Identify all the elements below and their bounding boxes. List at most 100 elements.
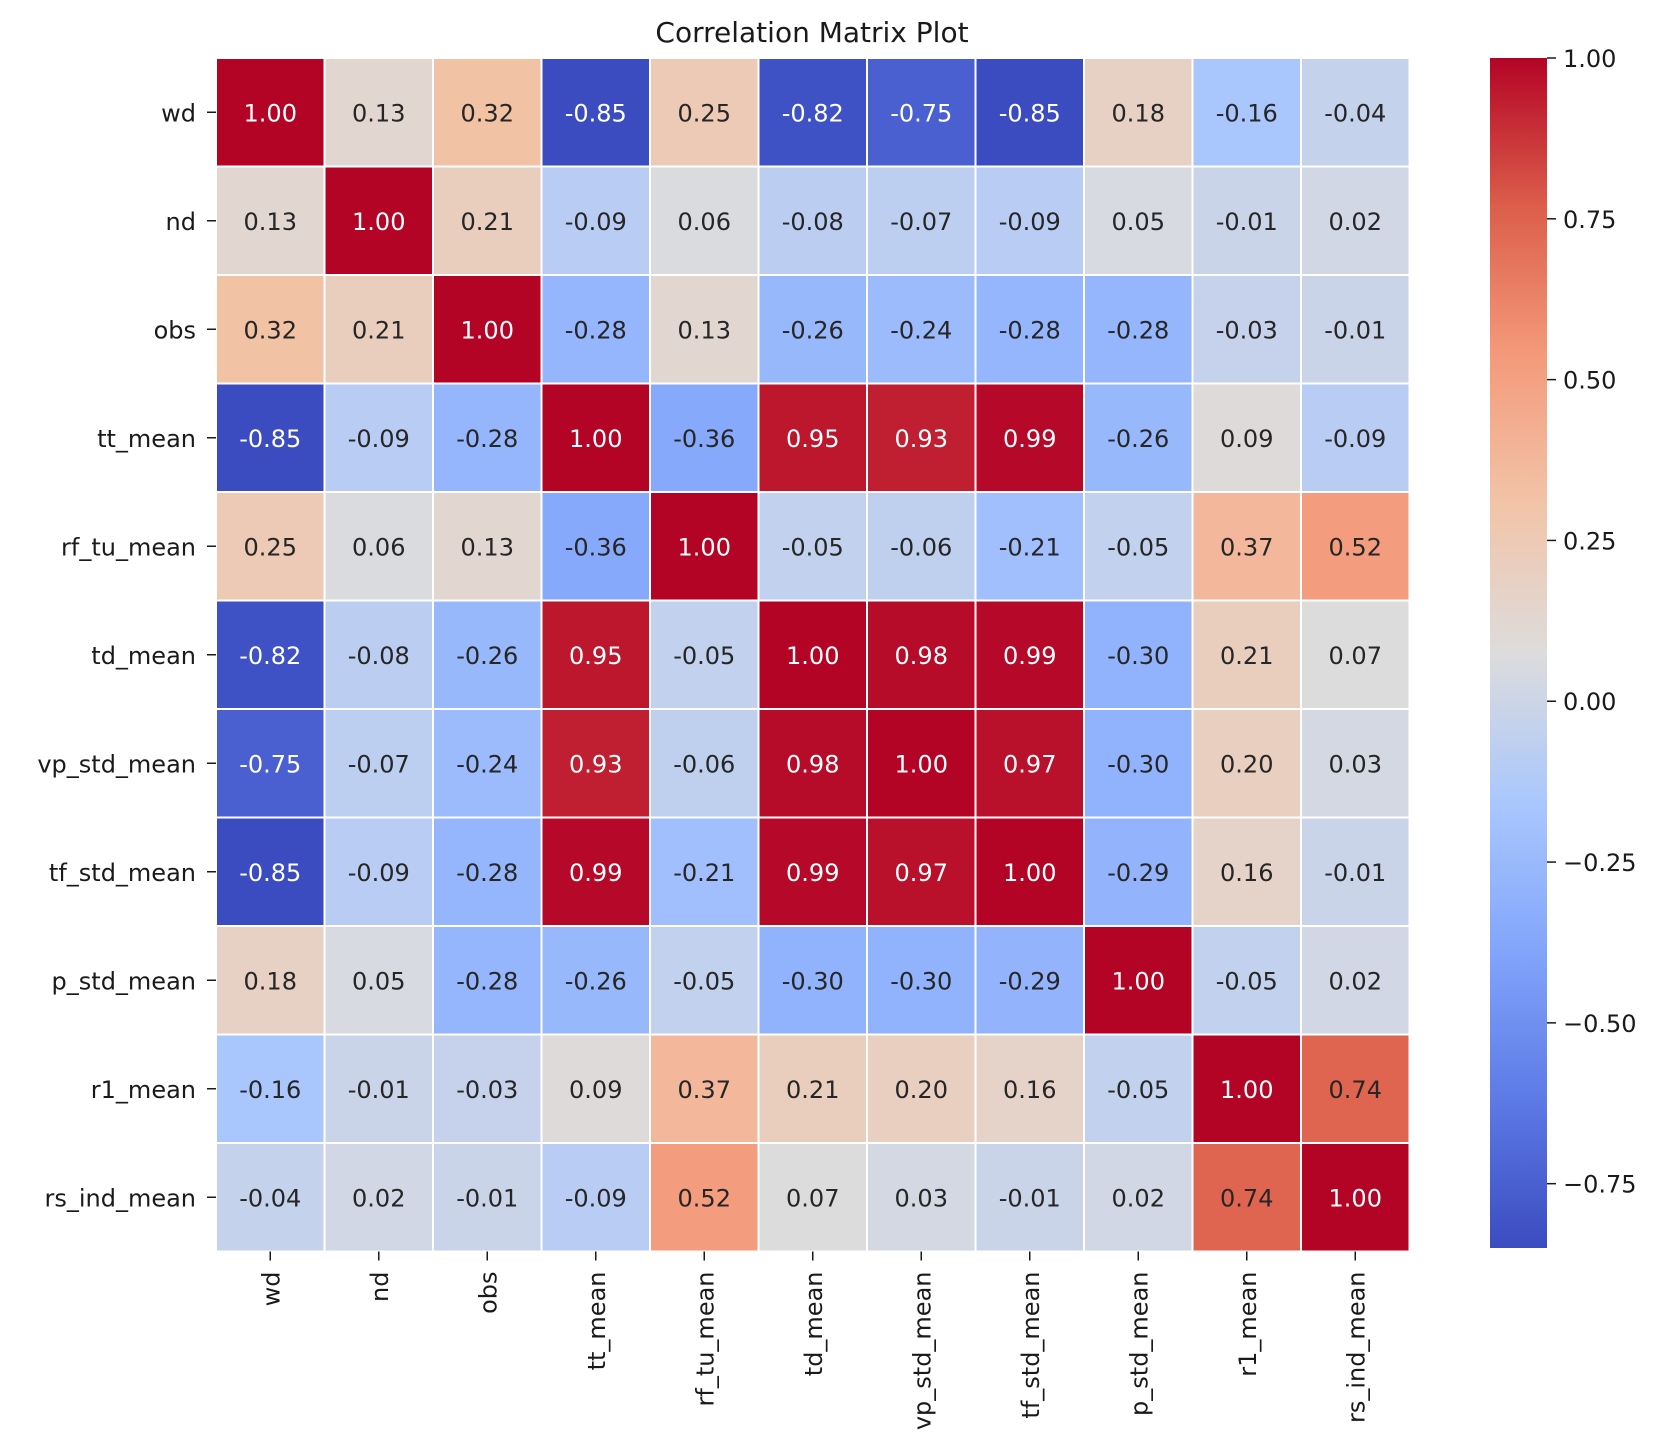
- heatmap-cell: [649, 274, 760, 385]
- heatmap-cell: [1083, 925, 1194, 1036]
- heatmap-cell: [540, 708, 651, 819]
- cell-value-label: 0.74: [1329, 1076, 1382, 1104]
- heatmap-cell: [1083, 491, 1194, 602]
- cell-value-label: 1.00: [244, 99, 297, 127]
- heatmap-cell: [866, 708, 977, 819]
- cell-value-label: -0.28: [456, 967, 518, 995]
- heatmap-cell: [757, 599, 868, 710]
- cell-value-label: -0.28: [565, 316, 627, 344]
- cell-value-label: 0.21: [1220, 642, 1273, 670]
- heatmap-cell: [649, 1142, 760, 1253]
- heatmap-cell: [323, 57, 434, 168]
- heatmap-cell: [1191, 57, 1302, 168]
- cell-value-label: -0.36: [673, 425, 735, 453]
- cell-value-label: 0.93: [569, 750, 622, 778]
- cell-value-label: 0.21: [461, 208, 514, 236]
- heatmap-cell: [323, 1142, 434, 1253]
- cell-value-label: 0.99: [786, 859, 839, 887]
- heatmap-cell: [1191, 925, 1302, 1036]
- heatmap-cell: [1300, 1033, 1411, 1144]
- colorbar-tick-label: −0.75: [1563, 1171, 1637, 1199]
- cell-value-label: 0.93: [895, 425, 948, 453]
- heatmap-cell: [974, 1033, 1085, 1144]
- heatmap-cell: [1083, 708, 1194, 819]
- cell-value-label: -0.26: [565, 967, 627, 995]
- cell-value-label: 0.25: [678, 99, 731, 127]
- heatmap-cell: [1300, 165, 1411, 276]
- cell-value-label: 1.00: [678, 533, 731, 561]
- cell-value-label: 0.74: [1220, 1184, 1273, 1212]
- cell-value-label: 1.00: [1112, 967, 1165, 995]
- cell-value-label: -0.28: [456, 859, 518, 887]
- cell-value-label: -0.05: [782, 533, 844, 561]
- cell-value-label: -0.85: [239, 859, 301, 887]
- cell-value-label: -0.01: [1216, 208, 1278, 236]
- heatmap-cell: [974, 708, 1085, 819]
- heatmap-cell: [1300, 274, 1411, 385]
- colorbar-tick-label: −0.50: [1563, 1010, 1637, 1038]
- heatmap-cell: [757, 708, 868, 819]
- heatmap-cell: [757, 382, 868, 493]
- cell-value-label: 0.98: [786, 750, 839, 778]
- heatmap-cell: [432, 708, 543, 819]
- cell-value-label: 0.99: [1003, 642, 1056, 670]
- heatmap-cell: [1300, 491, 1411, 602]
- cell-value-label: -0.85: [999, 99, 1061, 127]
- heatmap-cell: [1083, 599, 1194, 710]
- cell-value-label: 0.32: [461, 99, 514, 127]
- y-tick-label: vp_std_mean: [37, 750, 196, 778]
- cell-value-label: 0.37: [678, 1076, 731, 1104]
- cell-value-label: -0.01: [999, 1184, 1061, 1212]
- heatmap-cell: [649, 816, 760, 927]
- heatmap-cell: [866, 491, 977, 602]
- heatmap-cell: [1191, 816, 1302, 927]
- x-tick-label: wd: [257, 1272, 285, 1307]
- cell-value-label: 0.02: [1112, 1184, 1165, 1212]
- cell-value-label: -0.05: [673, 967, 735, 995]
- heatmap-cell: [1300, 599, 1411, 710]
- cell-value-label: -0.16: [239, 1076, 301, 1104]
- cell-value-label: 0.20: [1220, 750, 1273, 778]
- heatmap-cell: [215, 274, 326, 385]
- cell-value-label: -0.28: [1107, 316, 1169, 344]
- colorbar-tick-label: −0.25: [1563, 849, 1637, 877]
- heatmap-cell: [866, 274, 977, 385]
- cell-value-label: -0.24: [456, 750, 518, 778]
- cell-value-label: 0.18: [1112, 99, 1165, 127]
- heatmap-cell: [757, 165, 868, 276]
- heatmap-cell: [1300, 57, 1411, 168]
- cell-value-label: 0.06: [678, 208, 731, 236]
- x-tick-label: rs_ind_mean: [1342, 1272, 1370, 1424]
- heatmap-cell: [757, 816, 868, 927]
- heatmap-cell: [649, 1033, 760, 1144]
- heatmap-cell: [757, 1142, 868, 1253]
- cell-value-label: -0.26: [456, 642, 518, 670]
- heatmap-cell: [1300, 925, 1411, 1036]
- heatmap-cell: [1300, 382, 1411, 493]
- heatmap-cell: [1083, 382, 1194, 493]
- cell-value-label: -0.05: [1107, 1076, 1169, 1104]
- heatmap-cell: [540, 816, 651, 927]
- y-axis-ticks: wd nd obs tt_mean rf_tu_mean td_mean vp_std_me…: [37, 99, 216, 1212]
- y-tick-label: rf_tu_mean: [61, 533, 196, 561]
- y-tick-label: wd: [161, 99, 196, 127]
- colorbar-tick-label: 0.00: [1563, 688, 1616, 716]
- heatmap-cell: [866, 925, 977, 1036]
- cell-value-label: 0.09: [1220, 425, 1273, 453]
- heatmap-cell: [974, 165, 1085, 276]
- heatmap-cell: [432, 57, 543, 168]
- heatmap-cell: [1191, 1142, 1302, 1253]
- cell-value-label: -0.21: [999, 533, 1061, 561]
- heatmap-cell: [1300, 708, 1411, 819]
- cell-value-label: -0.28: [456, 425, 518, 453]
- cell-value-label: 0.52: [678, 1184, 731, 1212]
- heatmap-cell: [432, 1142, 543, 1253]
- cell-value-label: 0.02: [352, 1184, 405, 1212]
- cell-value-label: 0.95: [569, 642, 622, 670]
- cell-value-label: 0.07: [786, 1184, 839, 1212]
- cell-value-label: 0.09: [569, 1076, 622, 1104]
- heatmap-cell: [649, 165, 760, 276]
- y-tick-label: rs_ind_mean: [44, 1184, 196, 1212]
- cell-value-label: 0.32: [244, 316, 297, 344]
- heatmap-cell: [323, 491, 434, 602]
